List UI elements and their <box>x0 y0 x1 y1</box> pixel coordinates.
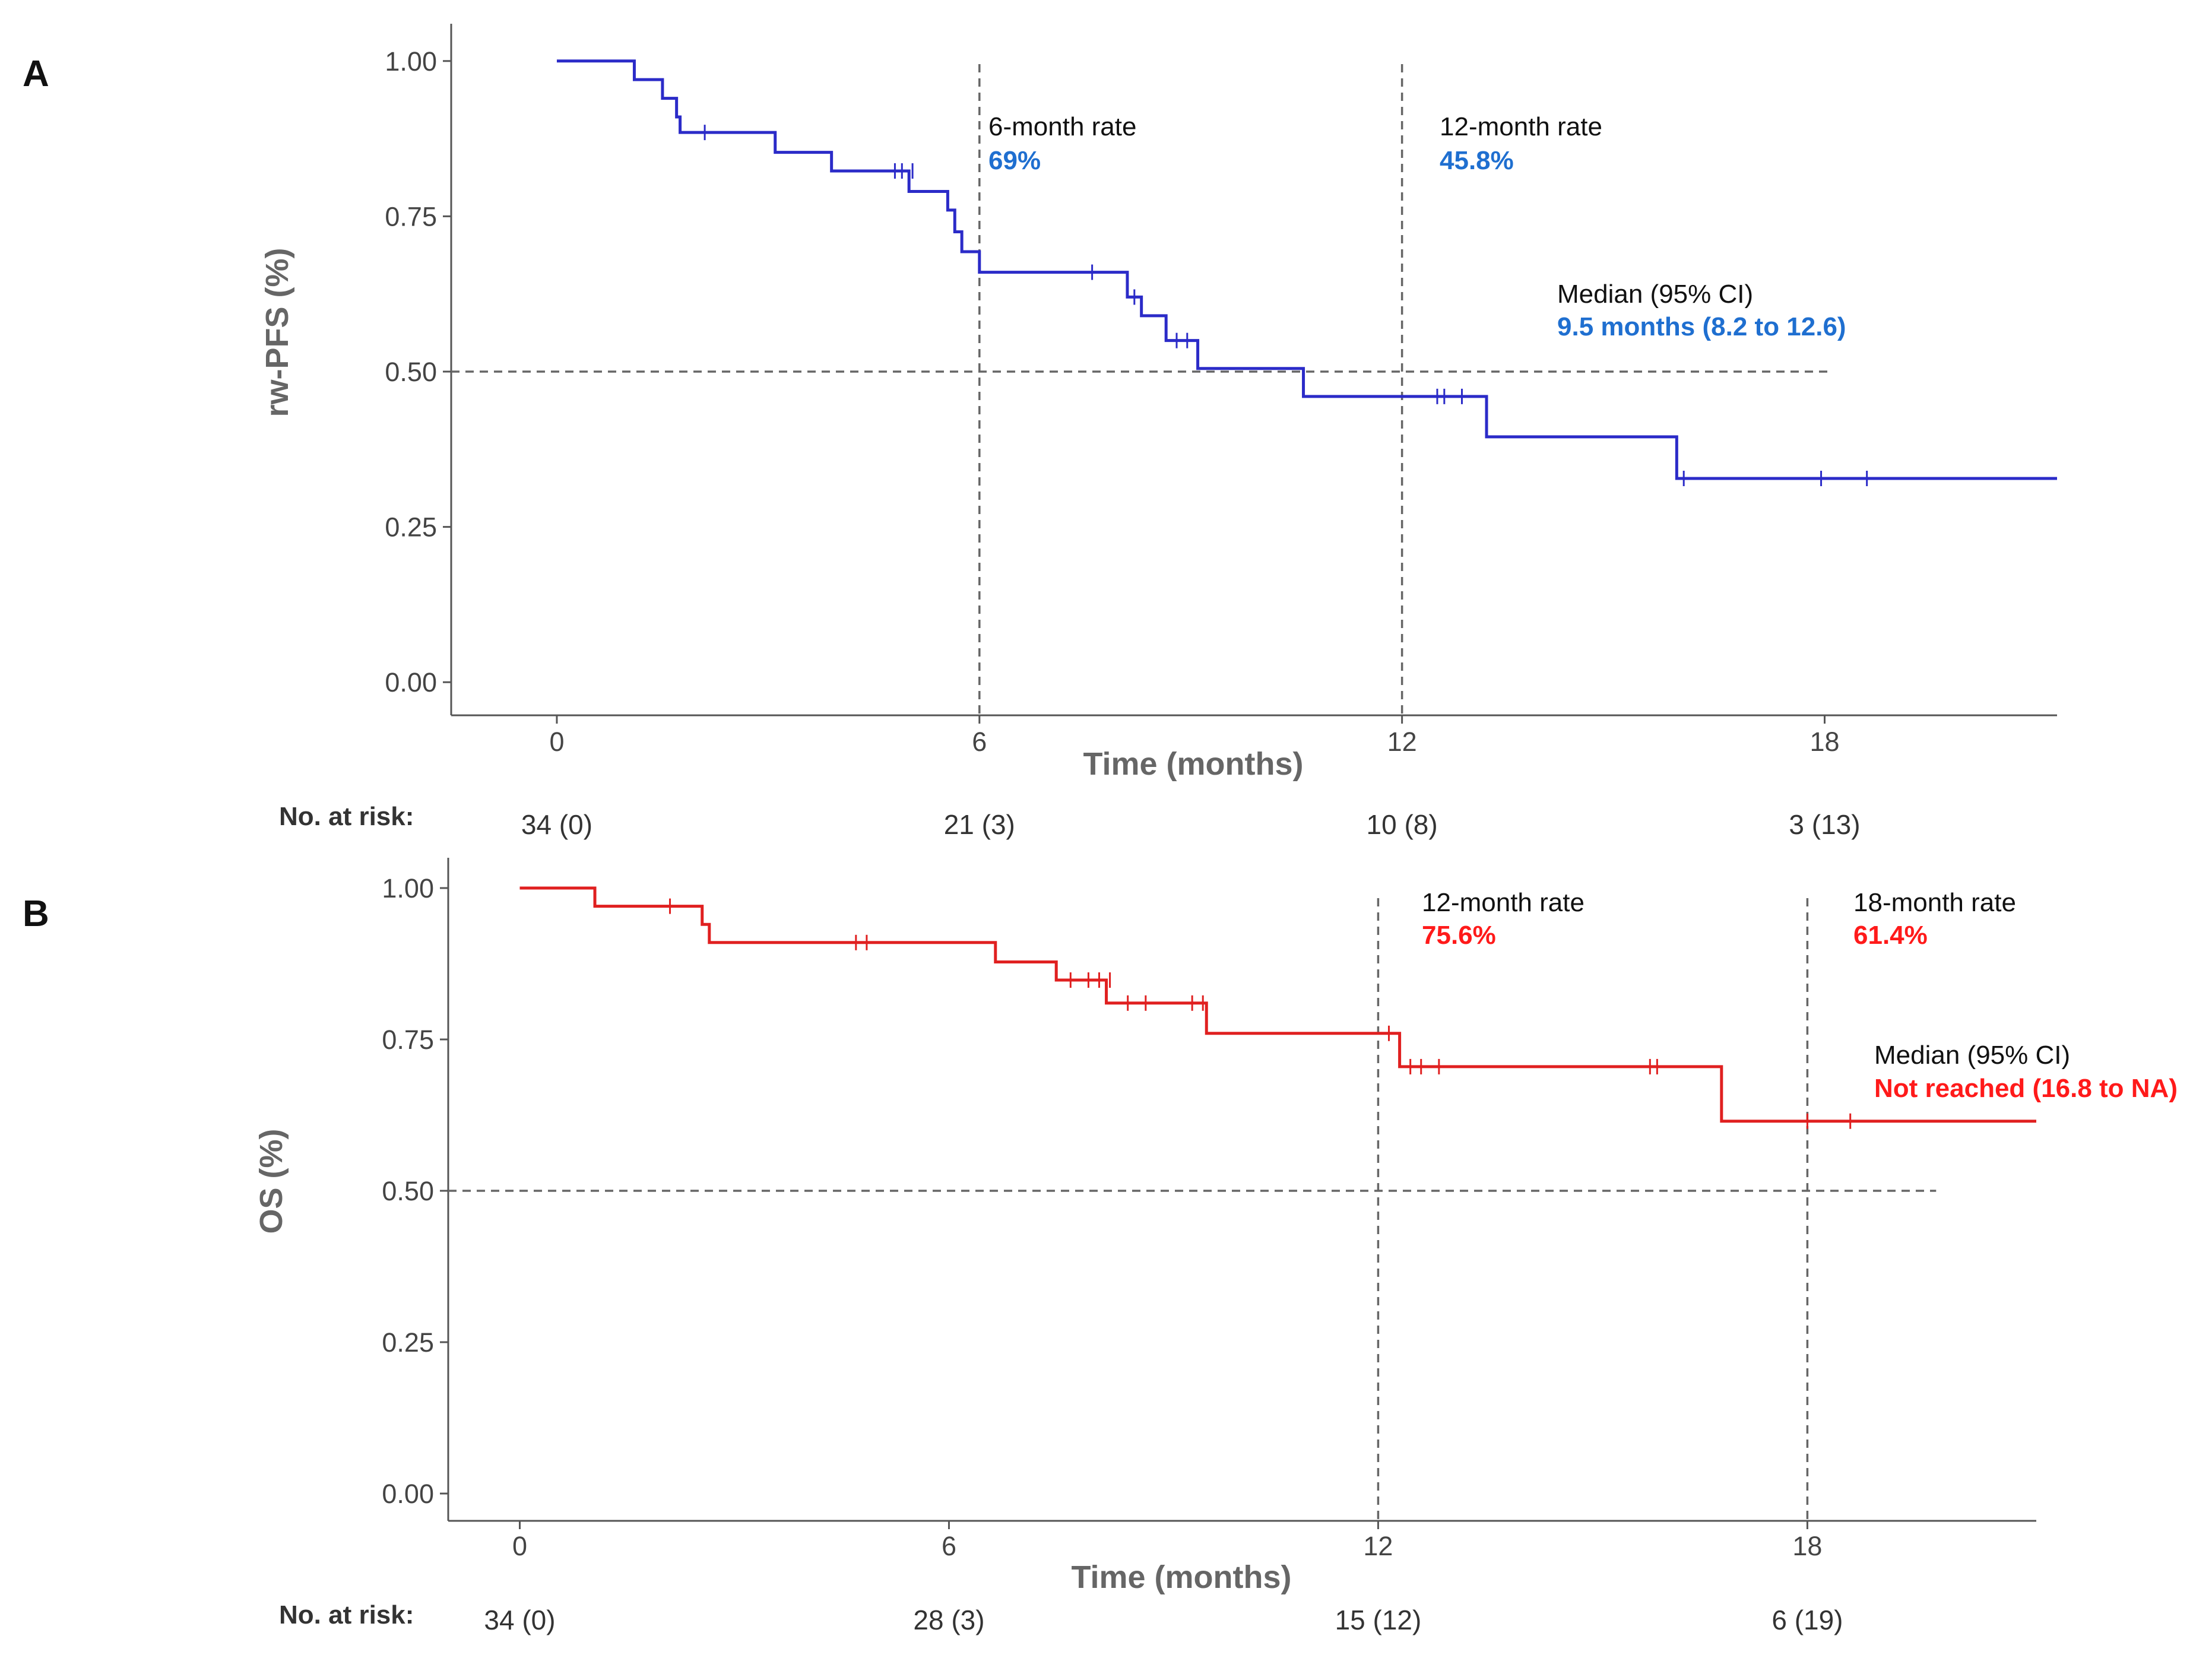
median-ci-value: 9.5 months (8.2 to 12.6) <box>1557 312 1846 341</box>
y-tick-label: 0.75 <box>382 1025 434 1055</box>
eighteen-month-rate-value: 61.4% <box>1853 921 1928 950</box>
x-axis-title-a: Time (months) <box>1083 746 1303 782</box>
plot-area-a <box>443 24 2057 724</box>
at-risk-value: 28 (3) <box>913 1605 984 1635</box>
panel-label-a: A <box>23 53 49 94</box>
y-tick-label: 1.00 <box>385 46 437 77</box>
x-tick-label: 0 <box>512 1531 527 1561</box>
panel-b-os: B OS (%) Time (months) 0.00 0.25 0.50 0.… <box>23 858 2178 1635</box>
at-risk-value: 6 (19) <box>1771 1605 1843 1635</box>
six-month-rate-value: 69% <box>988 146 1041 175</box>
y-axis-title-b: OS (%) <box>253 1128 289 1234</box>
median-ci-value: Not reached (16.8 to NA) <box>1874 1074 2178 1103</box>
y-axis-ticks-a: 0.00 0.25 0.50 0.75 1.00 <box>385 46 437 697</box>
panel-label-b: B <box>23 893 49 934</box>
y-tick-label: 1.00 <box>382 873 434 903</box>
at-risk-value: 10 (8) <box>1367 809 1438 840</box>
x-tick-label: 18 <box>1809 727 1839 757</box>
eighteen-month-rate-label: 18-month rate <box>1853 888 2016 917</box>
x-tick-label: 12 <box>1363 1531 1393 1561</box>
at-risk-value: 15 (12) <box>1335 1605 1422 1635</box>
y-tick-label: 0.50 <box>382 1176 434 1206</box>
survival-curve-os <box>519 886 2036 1123</box>
twelve-month-rate-label: 12-month rate <box>1440 112 1602 141</box>
y-tick-label: 0.00 <box>382 1479 434 1509</box>
at-risk-value: 21 (3) <box>944 809 1015 840</box>
at-risk-table-b: No. at risk: 34 (0) 28 (3) 15 (12) 6 (19… <box>279 1600 1843 1635</box>
x-axis-ticks-b: 0 6 12 18 <box>512 1531 1822 1561</box>
plot-area-b <box>440 858 2036 1529</box>
twelve-month-rate-value: 45.8% <box>1440 146 1514 175</box>
x-axis-ticks-a: 0 6 12 18 <box>549 727 1839 757</box>
twelve-month-rate-value: 75.6% <box>1422 921 1496 950</box>
y-tick-label: 0.25 <box>382 1327 434 1358</box>
x-axis-title-b: Time (months) <box>1071 1559 1291 1595</box>
y-tick-label: 0.50 <box>385 357 437 387</box>
x-tick-label: 0 <box>549 727 564 757</box>
panel-a-rw-pfs: A rw-PFS (%) Time (months) 0.00 0.25 0.5… <box>23 24 2057 840</box>
y-axis-ticks-b: 0.00 0.25 0.50 0.75 1.00 <box>382 873 434 1509</box>
at-risk-value: 34 (0) <box>521 809 592 840</box>
y-tick-label: 0.75 <box>385 201 437 232</box>
at-risk-value: 3 (13) <box>1789 809 1860 840</box>
survival-curve-rw-pfs <box>556 59 2057 480</box>
y-tick-label: 0.00 <box>385 667 437 697</box>
twelve-month-rate-label: 12-month rate <box>1422 888 1584 917</box>
at-risk-value: 34 (0) <box>484 1605 555 1635</box>
median-ci-label: Median (95% CI) <box>1874 1041 2070 1070</box>
y-axis-title-a: rw-PFS (%) <box>259 248 295 417</box>
at-risk-label: No. at risk: <box>279 802 414 831</box>
at-risk-table-a: No. at risk: 34 (0) 21 (3) 10 (8) 3 (13) <box>279 802 1861 840</box>
annotations-b: 12-month rate 75.6% 18-month rate 61.4% … <box>1422 888 2178 1103</box>
median-ci-label: Median (95% CI) <box>1557 280 1753 309</box>
y-tick-label: 0.25 <box>385 512 437 543</box>
x-tick-label: 18 <box>1792 1531 1822 1561</box>
six-month-rate-label: 6-month rate <box>988 112 1136 141</box>
x-tick-label: 6 <box>972 727 987 757</box>
at-risk-label: No. at risk: <box>279 1600 414 1629</box>
x-tick-label: 12 <box>1387 727 1417 757</box>
annotations-a: 6-month rate 69% 12-month rate 45.8% Med… <box>988 112 1846 341</box>
x-tick-label: 6 <box>942 1531 956 1561</box>
